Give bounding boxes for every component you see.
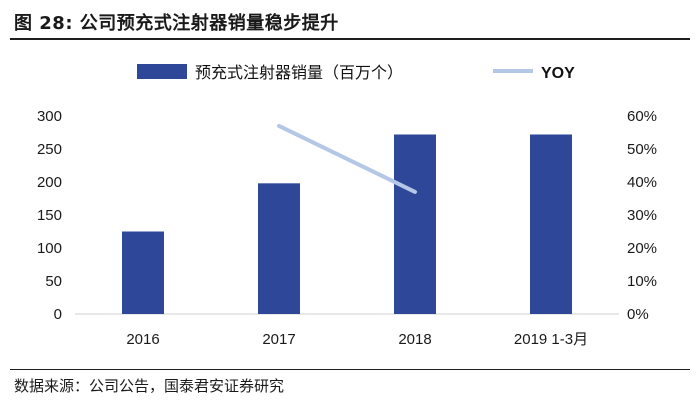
- left-y-tick-label: 50: [45, 273, 62, 290]
- legend-line-label: YOY: [541, 65, 575, 82]
- left-y-tick-label: 250: [37, 141, 62, 158]
- right-y-tick-label: 50%: [627, 141, 657, 158]
- right-y-tick-label: 10%: [627, 273, 657, 290]
- sales-bar: [530, 134, 572, 314]
- x-tick-label: 2016: [126, 331, 159, 348]
- title-rule: [10, 38, 690, 40]
- yoy-line: [277, 123, 417, 194]
- left-y-tick-label: 200: [37, 174, 62, 191]
- legend-bar-swatch: [137, 64, 187, 79]
- source-rule: [10, 369, 690, 370]
- x-tick-label: 2018: [398, 331, 431, 348]
- sales-bar: [258, 183, 300, 314]
- left-y-tick-label: 150: [37, 207, 62, 224]
- x-tick-label: 2019 1-3月: [514, 331, 588, 348]
- left-y-tick-label: 300: [37, 108, 62, 125]
- legend: 预充式注射器销量（百万个） YOY: [137, 63, 575, 82]
- left-y-tick-label: 100: [37, 240, 62, 257]
- x-tick-label: 2017: [262, 331, 295, 348]
- source-note: 数据来源：公司公告，国泰君安证券研究: [14, 377, 285, 395]
- right-y-tick-label: 30%: [627, 207, 657, 224]
- figure-title: 图 28: 公司预充式注射器销量稳步提升: [14, 13, 339, 34]
- right-y-tick-label: 20%: [627, 240, 657, 257]
- sales-bar: [122, 231, 164, 314]
- legend-bar-label: 预充式注射器销量（百万个）: [195, 63, 403, 82]
- right-y-tick-label: 60%: [627, 108, 657, 125]
- right-y-tick-label: 40%: [627, 174, 657, 191]
- right-y-tick-label: 0%: [627, 306, 649, 323]
- sales-bar: [394, 134, 436, 314]
- left-y-tick-label: 0: [54, 306, 62, 323]
